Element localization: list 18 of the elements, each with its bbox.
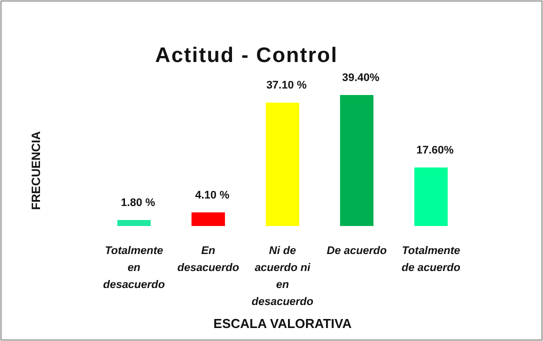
bar xyxy=(266,102,300,226)
bar xyxy=(340,95,374,226)
x-tick-label: En desacuerdo xyxy=(177,245,240,274)
data-label: 17.60% xyxy=(416,144,454,156)
x-tick-label: De acuerdo xyxy=(326,245,387,257)
data-label: 1.80 % xyxy=(120,197,156,210)
x-tick-label: Totalmente de acuerdo xyxy=(402,245,461,274)
bar xyxy=(414,167,448,226)
data-label: 39.40% xyxy=(342,72,380,84)
bar xyxy=(192,212,225,226)
data-label: 37.10 % xyxy=(266,80,307,92)
data-label: 4.10 % xyxy=(195,189,230,202)
bar xyxy=(117,220,151,226)
y-axis-title: FRECUENCIA xyxy=(29,130,43,210)
x-tick-label: Totalmente en desacuerdo xyxy=(103,245,166,291)
chart-title: Actitud - Control xyxy=(155,44,338,67)
x-tick-label: Ni de acuerdo ni en desacuerdo xyxy=(252,245,314,308)
x-axis-title: ESCALA VALORATIVA xyxy=(213,316,352,331)
